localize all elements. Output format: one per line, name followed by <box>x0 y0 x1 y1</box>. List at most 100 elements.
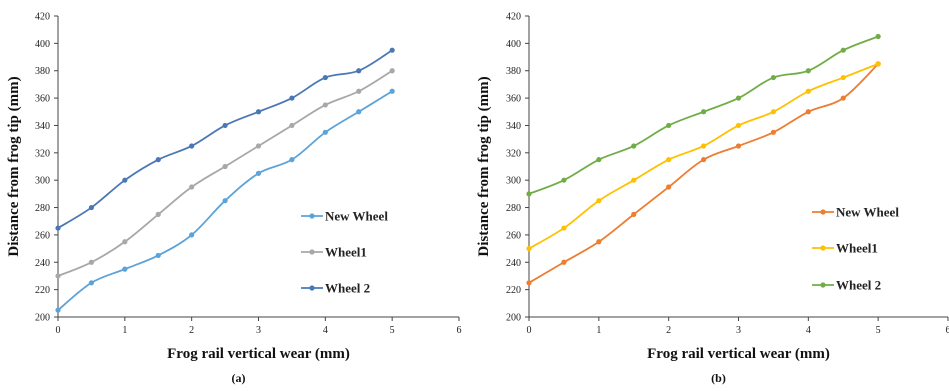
x-tick-label: 5 <box>390 325 395 336</box>
data-point-s2-7 <box>770 74 777 81</box>
data-point-s1-9 <box>356 88 362 94</box>
legend-swatch-marker <box>820 209 826 215</box>
data-point-s2-9 <box>356 68 362 74</box>
data-point-s1-9 <box>840 74 846 81</box>
panel-caption: (b) <box>711 371 726 385</box>
data-point-s1-7 <box>289 122 295 129</box>
data-point-s2-9 <box>840 47 846 53</box>
data-point-s2-0 <box>526 191 532 197</box>
x-tick-label: 3 <box>736 325 741 336</box>
data-point-s1-3 <box>631 177 637 183</box>
x-tick-label: 1 <box>122 325 127 336</box>
x-tick-label: 1 <box>596 325 601 336</box>
y-tick-label: 340 <box>35 121 50 132</box>
data-point-s1-6 <box>255 143 262 149</box>
data-point-s1-1 <box>561 225 567 231</box>
data-point-s0-9 <box>840 95 846 101</box>
data-point-s2-8 <box>322 74 328 81</box>
data-point-s0-6 <box>735 143 742 149</box>
y-tick-label: 280 <box>506 203 521 214</box>
legend-swatch-marker <box>309 285 315 291</box>
data-point-s1-2 <box>122 239 128 245</box>
y-tick-label: 360 <box>35 94 50 105</box>
y-tick-label: 420 <box>506 12 521 23</box>
data-point-s2-3 <box>631 143 637 149</box>
y-tick-label: 200 <box>35 313 50 324</box>
y-tick-label: 300 <box>35 176 50 187</box>
data-point-s0-1 <box>88 280 95 286</box>
data-point-s0-5 <box>222 198 228 204</box>
data-point-s1-1 <box>88 259 95 265</box>
data-point-s2-7 <box>289 95 295 101</box>
data-point-s2-6 <box>255 109 262 115</box>
legend-swatch-marker <box>820 282 826 288</box>
legend-swatch-marker <box>820 245 826 251</box>
data-point-s2-5 <box>222 122 228 129</box>
y-tick-label: 280 <box>35 203 50 214</box>
data-point-s1-4 <box>666 157 672 163</box>
chart-b: 0 1 2 3 4 5 6 200 220 240 260 280 300 320 340 360 380 400… <box>476 12 949 386</box>
data-point-s1-5 <box>700 143 707 149</box>
y-axis-title: Distance from frog tip (mm) <box>476 76 492 256</box>
x-tick-label: 4 <box>323 325 328 336</box>
data-point-s0-6 <box>255 170 262 176</box>
data-point-s2-4 <box>666 122 672 129</box>
data-point-s1-3 <box>155 211 161 217</box>
data-point-s0-0 <box>55 307 61 313</box>
data-point-s1-7 <box>770 109 777 115</box>
y-tick-label: 340 <box>506 121 521 132</box>
legend-label: New Wheel <box>325 209 388 224</box>
y-tick-label: 380 <box>35 66 50 77</box>
y-tick-label: 400 <box>506 39 521 50</box>
data-point-s0-8 <box>322 129 328 135</box>
data-point-s1-4 <box>189 184 195 190</box>
x-axis-title: Frog rail vertical wear (mm) <box>167 346 350 362</box>
data-point-s0-4 <box>189 232 195 238</box>
legend-label: Wheel1 <box>325 245 367 260</box>
data-point-s2-8 <box>805 68 811 74</box>
data-point-s0-4 <box>666 184 672 190</box>
data-point-s1-6 <box>735 122 742 129</box>
y-tick-label: 400 <box>35 39 50 50</box>
data-point-s1-0 <box>526 245 532 252</box>
y-tick-label: 300 <box>506 176 521 187</box>
chart-panel-b: 0 1 2 3 4 5 6 200 220 240 260 280 300 320 340 360 380 400… <box>474 0 949 391</box>
series-line-0 <box>528 63 879 284</box>
data-point-s1-0 <box>55 273 61 279</box>
data-point-s1-10 <box>389 68 395 74</box>
legend-swatch-marker <box>309 213 315 219</box>
data-point-s2-1 <box>88 204 95 211</box>
data-point-s2-1 <box>561 177 567 183</box>
legend-label: Wheel 2 <box>836 278 881 293</box>
x-tick-label: 6 <box>457 325 462 336</box>
y-tick-label: 320 <box>506 148 521 159</box>
data-point-s0-3 <box>631 211 637 217</box>
data-point-s0-10 <box>389 88 395 94</box>
data-point-s1-8 <box>805 88 811 94</box>
data-point-s1-10 <box>875 61 881 67</box>
legend-label: Wheel 2 <box>325 281 370 296</box>
y-tick-label: 420 <box>35 12 50 23</box>
data-point-s2-0 <box>55 225 61 231</box>
y-tick-label: 220 <box>506 285 521 296</box>
data-point-s1-8 <box>322 102 328 108</box>
series-line-1 <box>528 63 879 250</box>
data-point-s0-7 <box>289 157 295 163</box>
data-point-s0-7 <box>770 129 777 135</box>
series-line-2 <box>528 35 879 195</box>
y-tick-label: 380 <box>506 66 521 77</box>
data-point-s0-2 <box>122 266 128 272</box>
data-point-s2-3 <box>155 157 161 163</box>
data-point-s2-4 <box>189 143 195 149</box>
y-tick-label: 240 <box>35 258 50 269</box>
x-tick-label: 2 <box>666 325 671 336</box>
data-point-s0-5 <box>700 157 707 163</box>
data-point-s2-10 <box>389 47 395 53</box>
data-point-s2-2 <box>122 177 128 183</box>
x-tick-label: 3 <box>256 325 261 336</box>
legend-swatch-marker <box>309 249 315 255</box>
x-axis-title: Frog rail vertical wear (mm) <box>647 346 830 362</box>
data-point-s2-2 <box>596 157 602 163</box>
x-tick-label: 0 <box>56 325 61 336</box>
data-point-s0-8 <box>805 109 811 115</box>
